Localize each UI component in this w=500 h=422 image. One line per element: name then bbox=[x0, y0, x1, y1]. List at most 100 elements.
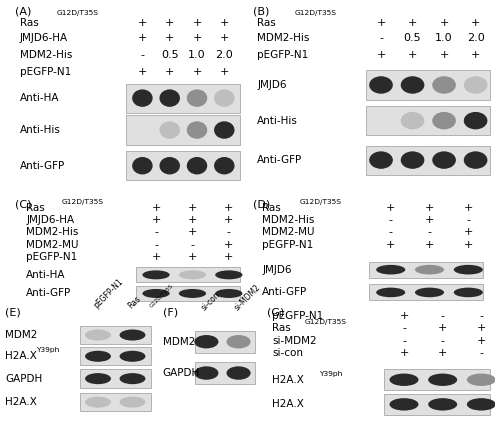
Text: MDM2: MDM2 bbox=[5, 330, 38, 340]
Ellipse shape bbox=[187, 157, 207, 174]
Ellipse shape bbox=[376, 288, 406, 297]
Text: +: + bbox=[224, 215, 234, 225]
Ellipse shape bbox=[369, 76, 393, 94]
Text: +: + bbox=[438, 323, 448, 333]
Text: +: + bbox=[192, 33, 202, 43]
Text: +: + bbox=[440, 50, 449, 60]
Ellipse shape bbox=[432, 112, 456, 130]
FancyBboxPatch shape bbox=[80, 326, 150, 344]
Text: (C): (C) bbox=[15, 199, 32, 209]
Ellipse shape bbox=[467, 398, 496, 411]
Text: +: + bbox=[188, 215, 197, 225]
Text: 2.0: 2.0 bbox=[216, 50, 233, 60]
Text: JMJD6-HA: JMJD6-HA bbox=[26, 215, 74, 225]
Text: +: + bbox=[224, 240, 234, 250]
FancyBboxPatch shape bbox=[369, 262, 483, 278]
Ellipse shape bbox=[142, 271, 170, 279]
FancyBboxPatch shape bbox=[136, 268, 240, 282]
Ellipse shape bbox=[390, 398, 418, 411]
Text: G12D/T35S: G12D/T35S bbox=[300, 199, 342, 205]
Text: +: + bbox=[188, 227, 197, 238]
Text: -: - bbox=[388, 215, 392, 225]
Text: Ras: Ras bbox=[258, 18, 276, 28]
Ellipse shape bbox=[120, 351, 146, 362]
Text: +: + bbox=[476, 335, 486, 346]
Text: JMJD6-HA: JMJD6-HA bbox=[20, 33, 68, 43]
Text: -: - bbox=[154, 240, 158, 250]
Text: +: + bbox=[440, 18, 449, 28]
FancyBboxPatch shape bbox=[194, 362, 255, 384]
Text: +: + bbox=[165, 33, 174, 43]
Text: +: + bbox=[386, 240, 396, 250]
Text: Anti-GFP: Anti-GFP bbox=[20, 161, 65, 171]
Text: GAPDH: GAPDH bbox=[5, 373, 42, 384]
Text: +: + bbox=[464, 227, 473, 238]
Text: +: + bbox=[138, 18, 147, 28]
Text: +: + bbox=[376, 50, 386, 60]
Text: -: - bbox=[379, 33, 383, 43]
Text: (A): (A) bbox=[15, 6, 32, 16]
Ellipse shape bbox=[215, 271, 242, 279]
Ellipse shape bbox=[160, 157, 180, 174]
Text: +: + bbox=[476, 323, 486, 333]
Text: Anti-His: Anti-His bbox=[20, 125, 60, 135]
Ellipse shape bbox=[415, 265, 444, 274]
Text: MDM2-His: MDM2-His bbox=[26, 227, 79, 238]
Text: 0.5: 0.5 bbox=[404, 33, 421, 43]
Text: +: + bbox=[425, 215, 434, 225]
Text: pEGFP-N1: pEGFP-N1 bbox=[258, 50, 308, 60]
Text: +: + bbox=[224, 252, 234, 262]
Text: +: + bbox=[438, 348, 448, 358]
Ellipse shape bbox=[85, 397, 111, 408]
Ellipse shape bbox=[467, 373, 496, 386]
Text: +: + bbox=[464, 203, 473, 213]
Text: MDM2-His: MDM2-His bbox=[20, 50, 72, 60]
Ellipse shape bbox=[432, 151, 456, 169]
Text: +: + bbox=[464, 240, 473, 250]
Text: +: + bbox=[192, 18, 202, 28]
Ellipse shape bbox=[194, 335, 218, 349]
FancyBboxPatch shape bbox=[126, 151, 240, 180]
Ellipse shape bbox=[454, 265, 483, 274]
Ellipse shape bbox=[215, 289, 242, 298]
Text: +: + bbox=[386, 203, 396, 213]
Text: +: + bbox=[376, 18, 386, 28]
Ellipse shape bbox=[432, 76, 456, 94]
Text: Ras: Ras bbox=[272, 323, 291, 333]
Text: -: - bbox=[154, 227, 158, 238]
Ellipse shape bbox=[464, 151, 487, 169]
Text: -: - bbox=[440, 311, 444, 321]
Text: +: + bbox=[224, 203, 234, 213]
Text: +: + bbox=[408, 50, 417, 60]
Text: Anti-GFP: Anti-GFP bbox=[258, 155, 302, 165]
Text: +: + bbox=[138, 33, 147, 43]
Text: 2.0: 2.0 bbox=[466, 33, 484, 43]
Text: pEGFP-N1: pEGFP-N1 bbox=[92, 277, 124, 311]
FancyBboxPatch shape bbox=[126, 116, 240, 145]
Ellipse shape bbox=[120, 373, 146, 384]
Ellipse shape bbox=[454, 288, 483, 297]
Ellipse shape bbox=[400, 76, 424, 94]
FancyBboxPatch shape bbox=[366, 106, 490, 135]
Ellipse shape bbox=[400, 151, 424, 169]
Ellipse shape bbox=[400, 112, 424, 130]
Text: H2A.X: H2A.X bbox=[272, 375, 304, 385]
Text: +: + bbox=[152, 215, 160, 225]
Text: Anti-GFP: Anti-GFP bbox=[262, 287, 308, 298]
Ellipse shape bbox=[464, 76, 487, 94]
FancyBboxPatch shape bbox=[136, 286, 240, 301]
Text: MDM2-His: MDM2-His bbox=[258, 33, 310, 43]
Ellipse shape bbox=[415, 288, 444, 297]
Text: MDM2-MU: MDM2-MU bbox=[26, 240, 79, 250]
Text: +: + bbox=[138, 67, 147, 77]
Text: +: + bbox=[165, 18, 174, 28]
FancyBboxPatch shape bbox=[194, 330, 255, 353]
Text: 1.0: 1.0 bbox=[188, 50, 206, 60]
Text: si-MDM2: si-MDM2 bbox=[232, 283, 262, 313]
Ellipse shape bbox=[179, 289, 206, 298]
Ellipse shape bbox=[226, 335, 250, 349]
Text: -: - bbox=[466, 215, 470, 225]
Text: +: + bbox=[188, 203, 197, 213]
Text: +: + bbox=[220, 18, 229, 28]
FancyBboxPatch shape bbox=[384, 369, 490, 390]
